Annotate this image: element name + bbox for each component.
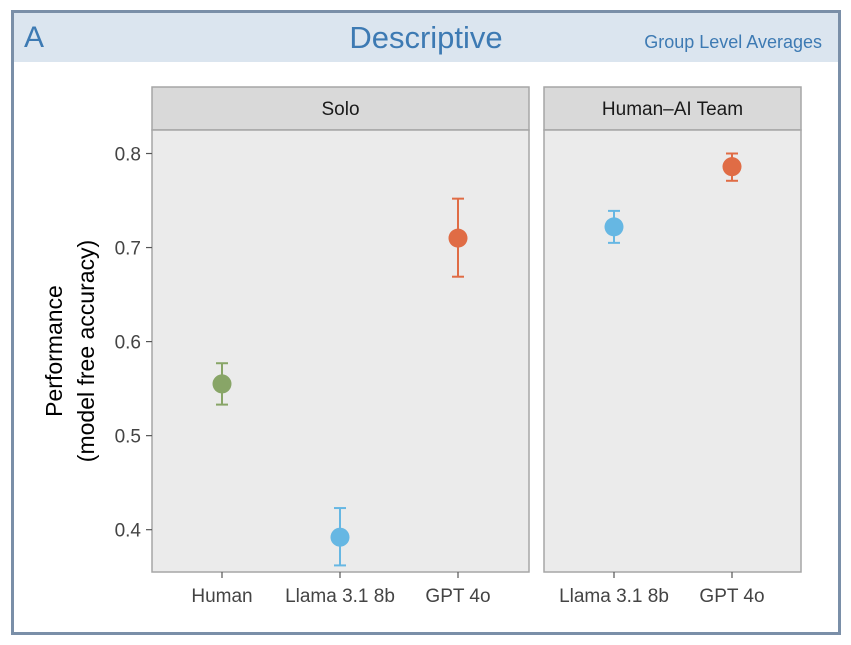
y-tick-label: 0.8 (115, 145, 141, 166)
y-axis-label-line2: (model free accuracy) (73, 240, 99, 462)
facet-panel (151, 129, 530, 573)
y-axis-label-line1: Performance (41, 285, 67, 417)
data-point (448, 228, 468, 248)
facet-strip-label: Solo (321, 99, 359, 120)
panel-letter: A (24, 21, 45, 54)
x-tick-label: Human (191, 586, 252, 607)
x-tick-label: Llama 3.1 8b (285, 586, 395, 607)
facet-panel (543, 129, 802, 573)
data-point (722, 157, 742, 177)
facet-strip (151, 86, 530, 131)
data-point (604, 217, 624, 237)
y-tick-label: 0.4 (115, 521, 142, 542)
x-tick-label: GPT 4o (699, 586, 764, 607)
data-point (330, 527, 350, 547)
y-tick-label: 0.5 (115, 427, 141, 448)
x-tick-label: Llama 3.1 8b (559, 586, 669, 607)
panel-subtitle: Group Level Averages (644, 32, 822, 52)
facet-strip-label: Human–AI Team (602, 99, 743, 120)
x-tick-label: GPT 4o (425, 586, 490, 607)
data-point (212, 374, 232, 394)
panel-header: A Descriptive Group Level Averages (14, 13, 838, 62)
y-tick-label: 0.7 (115, 239, 141, 260)
panel-title: Descriptive (349, 20, 503, 55)
y-tick-label: 0.6 (115, 333, 141, 354)
facet-strip (543, 86, 802, 131)
